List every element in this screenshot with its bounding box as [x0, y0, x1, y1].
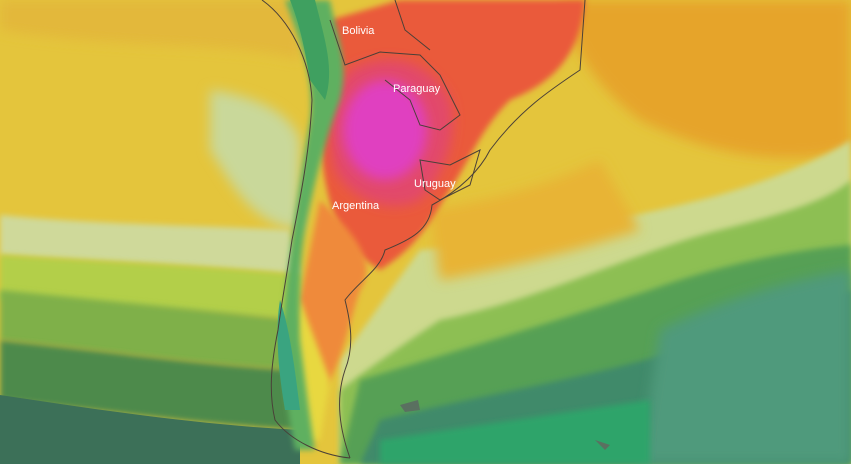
andes-strip [277, 0, 344, 450]
land-heat [290, 0, 585, 440]
country-label: Bolivia [342, 25, 375, 37]
borders [261, 0, 586, 459]
country-label: Paraguay [393, 83, 441, 95]
islands [400, 400, 610, 450]
country-label: Argentina [332, 200, 380, 212]
country-label: Uruguay [414, 178, 456, 190]
